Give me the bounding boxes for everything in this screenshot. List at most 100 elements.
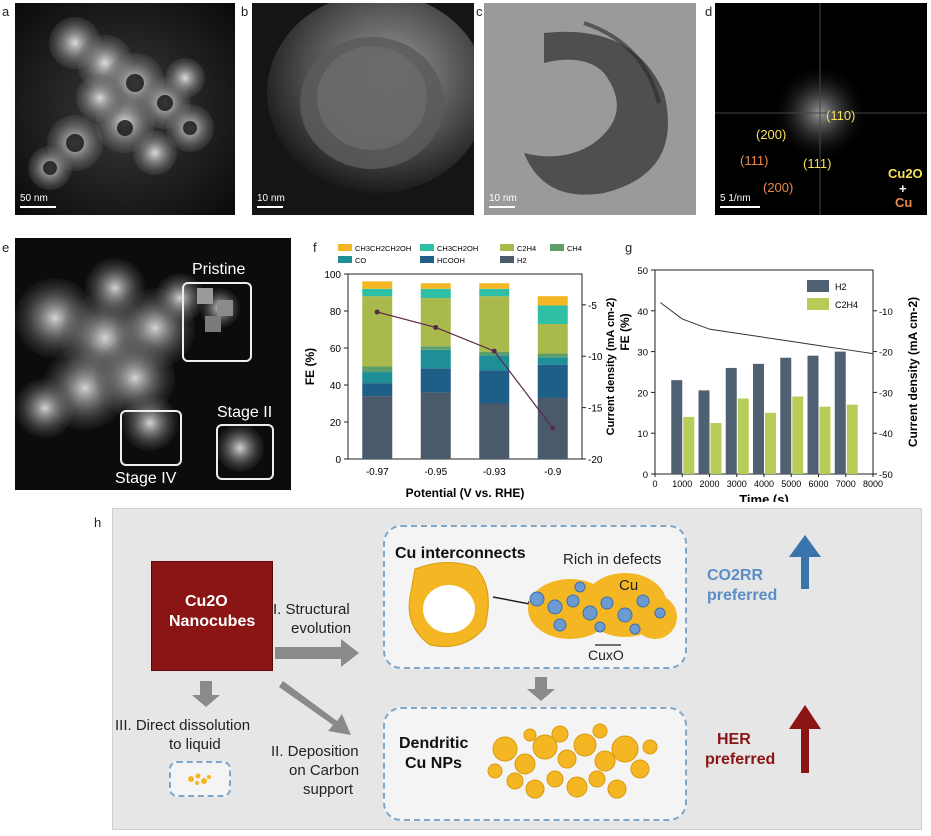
g-xtick-label-6000: 6000 xyxy=(808,479,828,489)
arrow-label-2b: on Carbon xyxy=(289,762,360,779)
bar-HCOOH--0.9 xyxy=(537,364,568,398)
legend-swatch-C2H4-g xyxy=(807,298,829,310)
legend-swatch-C2H4 xyxy=(500,244,514,251)
bar-HCOOH--0.93 xyxy=(479,370,510,404)
g-ytick-label-20: 20 xyxy=(637,388,648,399)
dissolution-box xyxy=(169,761,231,797)
cuxo-label: CuxO xyxy=(588,647,624,663)
cu2o-title: Cu2O xyxy=(185,593,228,610)
g-xtick-label-1000: 1000 xyxy=(672,479,692,489)
her-preferred: preferred xyxy=(705,751,776,768)
bar-H2-6000 xyxy=(807,355,819,474)
g-ytick-label-0: 0 xyxy=(643,470,648,481)
legend-label-H2-g: H2 xyxy=(835,282,847,292)
bar-C2H4-1000 xyxy=(683,416,695,474)
bar-CH3CH2CH2OH--0.97 xyxy=(362,281,393,289)
bar-CH3CH2OH--0.95 xyxy=(420,288,451,299)
fft-label-111-cu2o: (111) xyxy=(803,156,832,171)
y2axis-label-f: Current density (mA cm-2) xyxy=(605,297,617,435)
ytick-label-100: 100 xyxy=(324,270,341,281)
interconnects-title: Cu interconnects xyxy=(395,545,526,562)
scalebar-label-a: 50 nm xyxy=(20,193,48,204)
arrow-label-2: II. Deposition xyxy=(271,743,359,760)
bar-CO--0.97 xyxy=(362,372,393,384)
cu2o-nanocube xyxy=(151,561,273,671)
co2rr-label: CO2RR xyxy=(707,567,764,584)
defects-label: Rich in defects xyxy=(563,551,662,568)
current-density-point--0.95 xyxy=(433,324,439,330)
arrow-label-1b: evolution xyxy=(291,620,352,637)
yaxis-label-g: FE (%) xyxy=(618,313,632,350)
xaxis-label-g: Time (s) xyxy=(739,492,789,502)
g-y2tick-label--50: -50 xyxy=(879,470,893,481)
current-density-point--0.97 xyxy=(374,309,380,315)
xtick-label--0.97: -0.97 xyxy=(366,467,389,478)
panel-label-b: b xyxy=(241,4,249,19)
legend-label-C2H4-g: C2H4 xyxy=(835,300,858,310)
dendritic-title: Dendritic xyxy=(399,735,469,752)
fft-legend-cu2o: Cu2O xyxy=(888,166,923,181)
y2tick-label--5: -5 xyxy=(588,301,597,312)
bar-H2-1000 xyxy=(671,380,683,474)
scalebar-label-d: 5 1/nm xyxy=(720,193,751,204)
legend-swatch-CH3CH2CH2OH xyxy=(338,244,352,251)
xtick-label--0.93: -0.93 xyxy=(483,467,506,478)
schematic-arrows xyxy=(192,535,821,773)
bar-C2H4-2000 xyxy=(710,423,722,474)
bar-HCOOH--0.97 xyxy=(362,383,393,397)
panel-label-a: a xyxy=(2,4,10,19)
label-stage-2: Stage II xyxy=(217,404,273,421)
scalebar-label-b: 10 nm xyxy=(257,193,285,204)
current-trace-g xyxy=(660,302,874,355)
g-y2tick-label--40: -40 xyxy=(879,429,893,440)
legend-label-HCOOH: HCOOH xyxy=(437,256,465,265)
bar-H2-3000 xyxy=(725,367,737,474)
y2axis-label-g: Current density (mA cm-2) xyxy=(906,297,920,447)
g-xtick-label-4000: 4000 xyxy=(754,479,774,489)
bar-CH3CH2CH2OH--0.9 xyxy=(537,296,568,306)
bar-H2-4000 xyxy=(753,363,764,474)
ytick-label-40: 40 xyxy=(330,381,342,392)
bar-CH3CH2OH--0.93 xyxy=(479,288,510,297)
g-xtick-label-5000: 5000 xyxy=(781,479,801,489)
panel-label-g: g xyxy=(625,240,633,255)
fft-legend-cu: Cu xyxy=(895,195,913,210)
bar-C2H4-7000 xyxy=(846,404,858,474)
yaxis-label-f: FE (%) xyxy=(303,348,317,385)
bar-HCOOH--0.95 xyxy=(420,368,451,393)
panel-label-f: f xyxy=(313,240,317,255)
fft-legend-plus: + xyxy=(899,181,907,196)
bar-H2--0.95 xyxy=(420,392,451,459)
bar-CH4--0.9 xyxy=(537,353,568,358)
bar-CO--0.93 xyxy=(479,355,510,371)
fft-pattern-d: 5 1/nm xyxy=(715,3,927,215)
arrow-label-3b: to liquid xyxy=(169,736,221,753)
ytick-label-20: 20 xyxy=(330,418,342,429)
y2tick-label--10: -10 xyxy=(588,352,603,363)
legend-label-CO: CO xyxy=(355,256,366,265)
bar-C2H4--0.95 xyxy=(420,298,451,347)
her-label: HER xyxy=(717,731,751,748)
bar-C2H4--0.9 xyxy=(537,323,568,354)
cu-label: Cu xyxy=(619,577,639,594)
legend-label-CH3CH2CH2OH: CH3CH2CH2OH xyxy=(355,244,411,253)
label-stage-4: Stage IV xyxy=(115,470,177,487)
legend-swatch-CH3CH2OH xyxy=(420,244,434,251)
g-ytick-label-30: 30 xyxy=(637,348,648,359)
bar-CH3CH2CH2OH--0.95 xyxy=(420,283,451,289)
micrograph-c: 10 nm xyxy=(484,3,696,215)
g-y2tick-label--10: -10 xyxy=(879,307,893,318)
bar-CH4--0.95 xyxy=(420,346,451,350)
ytick-label-80: 80 xyxy=(330,307,342,318)
interconnects-box xyxy=(383,525,687,669)
bar-CH3CH2OH--0.97 xyxy=(362,288,393,297)
bar-H2-2000 xyxy=(698,390,710,474)
y2tick-label--20: -20 xyxy=(588,455,603,466)
current-density-point--0.93 xyxy=(491,348,497,354)
micrograph-e xyxy=(15,238,291,490)
current-density-line-f xyxy=(377,311,554,429)
bar-CO--0.9 xyxy=(537,357,568,365)
fft-label-110: (110) xyxy=(826,108,856,123)
arrow-label-1: I. Structural xyxy=(273,601,350,618)
bar-CO--0.95 xyxy=(420,349,451,369)
